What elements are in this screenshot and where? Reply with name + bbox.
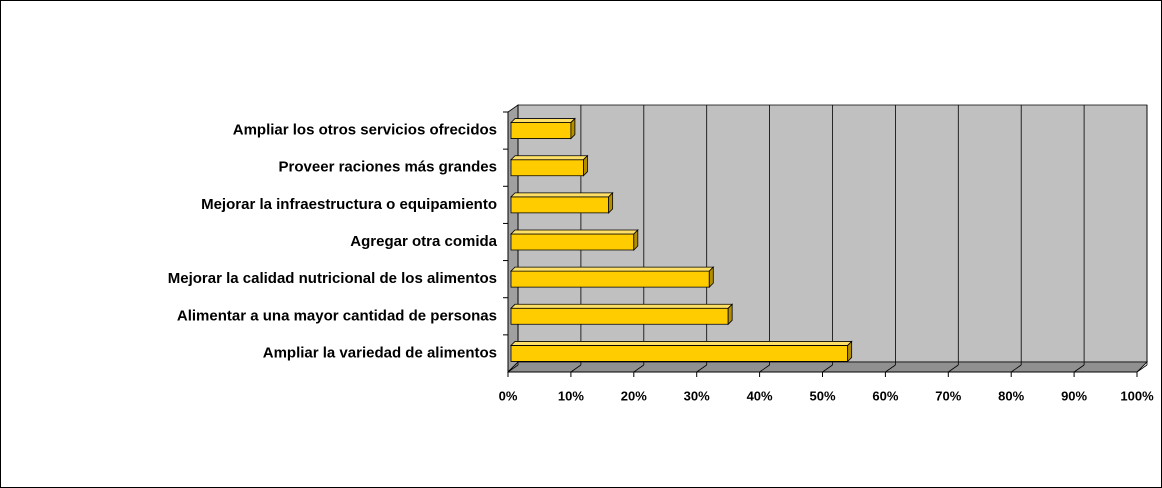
x-tick-label: 100% — [1120, 388, 1154, 403]
x-tick-label: 20% — [621, 388, 647, 403]
bar-front — [510, 307, 729, 325]
floor-grid-line — [507, 364, 519, 373]
floor-grid-line — [696, 364, 707, 373]
floor-grid-line — [885, 364, 896, 373]
bar-front — [510, 345, 849, 362]
floor-grid-line — [948, 364, 959, 373]
bar-side — [570, 117, 576, 140]
x-tick-label: 10% — [558, 388, 584, 403]
floor — [507, 361, 1148, 373]
bar-front — [510, 122, 572, 139]
bar-top — [510, 303, 734, 309]
y-tick-label: Agregar otra comida — [350, 233, 497, 250]
x-tick-label: 0% — [499, 388, 518, 403]
x-tick-label: 50% — [809, 388, 835, 403]
x-tick-label: 90% — [1061, 388, 1087, 403]
bar — [510, 117, 576, 140]
x-tick-label: 80% — [998, 388, 1024, 403]
bar-side — [847, 340, 853, 363]
bar-top — [510, 192, 614, 198]
bar — [510, 154, 589, 177]
bar-front — [510, 159, 584, 177]
floor-grid-line — [759, 364, 770, 373]
x-tick-label: 60% — [872, 388, 898, 403]
bar — [510, 303, 734, 326]
x-tick-label: 30% — [684, 388, 710, 403]
bar-top — [510, 229, 639, 235]
y-tick-label: Mejorar la infraestructura o equipamient… — [201, 196, 497, 213]
floor-grid-line — [570, 364, 582, 373]
bar-top — [510, 155, 589, 161]
bar-side — [727, 303, 733, 326]
floor-grid-line — [1010, 364, 1022, 373]
y-tick-label: Alimentar a una mayor cantidad de person… — [177, 307, 497, 324]
y-tick-label: Proveer raciones más grandes — [279, 159, 497, 176]
floor-grid-line — [1073, 364, 1085, 373]
bar-front — [510, 270, 710, 288]
bar-side — [608, 191, 614, 214]
floor-grid-line — [822, 364, 833, 373]
bar — [510, 340, 853, 363]
bar-top — [510, 118, 576, 123]
bar-top — [510, 341, 853, 346]
bar-side — [583, 154, 588, 177]
floor-grid-line — [1136, 364, 1148, 373]
x-tick-label: 40% — [747, 388, 773, 403]
bar — [510, 191, 614, 214]
y-tick-label: Mejorar la calidad nutricional de los al… — [168, 270, 497, 287]
bar-front — [510, 196, 610, 214]
y-tick-label: Ampliar la variedad de alimentos — [263, 344, 497, 361]
bar — [510, 229, 639, 251]
bar — [510, 266, 715, 289]
y-tick-label: Ampliar los otros servicios ofrecidos — [233, 122, 497, 139]
bar-top — [510, 266, 715, 272]
floor-grid-line — [633, 364, 645, 373]
x-tick-label: 70% — [935, 388, 961, 403]
bar-side — [633, 229, 639, 251]
bar-side — [708, 266, 714, 289]
bar-front — [510, 233, 635, 251]
